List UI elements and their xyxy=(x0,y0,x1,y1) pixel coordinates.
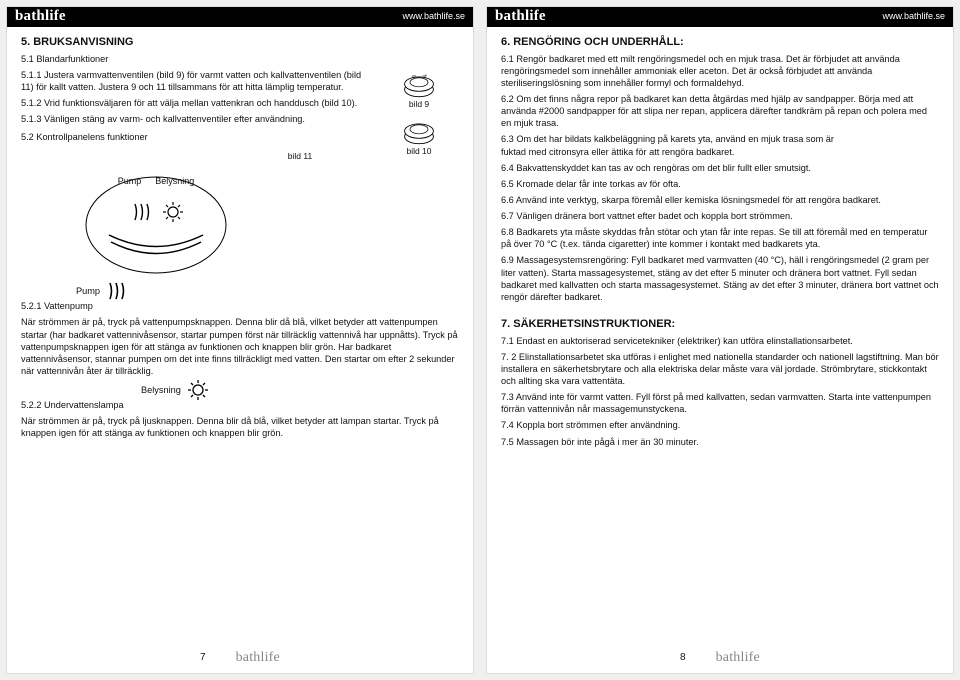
label-belysning: Belysning xyxy=(155,176,194,188)
label-belysning-2: Belysning xyxy=(141,384,181,396)
label-pump: Pump xyxy=(118,176,142,188)
section-5-title: 5. BRUKSANVISNING xyxy=(21,35,459,50)
knob-column: on off bild 9 bild 10 xyxy=(379,69,459,157)
footer-left: 7 bathlife xyxy=(7,649,473,667)
light-icon xyxy=(185,379,211,401)
header-url-r: www.bathlife.se xyxy=(882,11,945,23)
para-5-2-1: När strömmen är på, tryck på vattenpumps… xyxy=(21,316,459,377)
brand-bar-right: bathlife www.bathlife.se xyxy=(487,7,953,27)
para-6-8: 6.8 Badkarets yta måste skyddas från stö… xyxy=(501,226,939,250)
caption-bild-10: bild 10 xyxy=(379,146,459,157)
page-number-8: 8 xyxy=(680,651,686,664)
brand-bar: bathlife www.bathlife.se xyxy=(7,7,473,27)
page-right: bathlife www.bathlife.se 6. RENGÖRING OC… xyxy=(486,6,954,674)
subsection-5-2: 5.2 Kontrollpanelens funktioner xyxy=(21,131,371,143)
para-7-2: 7. 2 Elinstallationsarbetet ska utföras … xyxy=(501,351,939,387)
para-6-4: 6.4 Bakvattenskyddet kan tas av och reng… xyxy=(501,162,939,174)
footer-logo-r: bathlife xyxy=(716,649,760,667)
pump-icon xyxy=(104,280,130,302)
para-7-1: 7.1 Endast en auktoriserad serviceteknik… xyxy=(501,335,939,347)
footer-logo: bathlife xyxy=(236,649,280,667)
para-6-9: 6.9 Massagesystemsrengöring: Fyll badkar… xyxy=(501,254,939,303)
para-6-3b: fuktad med citronsyra eller ättika för a… xyxy=(501,146,939,158)
left-text-column: 5.1.1 Justera varmvattenventilen (bild 9… xyxy=(21,69,371,157)
svg-text:off: off xyxy=(423,74,427,78)
para-5-2-2: När strömmen är på, tryck på ljusknappen… xyxy=(21,415,459,439)
label-pump-2: Pump xyxy=(76,285,100,297)
belysning-inline-label: Belysning xyxy=(141,379,459,401)
brand-logo: bathlife xyxy=(15,7,66,27)
para-6-7: 6.7 Vänligen dränera bort vattnet efter … xyxy=(501,210,939,222)
para-6-2: 6.2 Om det finns några repor på badkaret… xyxy=(501,93,939,129)
subsection-5-1: 5.1 Blandarfunktioner xyxy=(21,53,459,65)
para-7-5: 7.5 Massagen bör inte pågå i mer än 30 m… xyxy=(501,436,939,448)
para-5-1-3: 5.1.3 Vänligen stäng av varm- och kallva… xyxy=(21,113,371,125)
page-left: bathlife www.bathlife.se 5. BRUKSANVISNI… xyxy=(6,6,474,674)
para-7-4: 7.4 Koppla bort strömmen efter användnin… xyxy=(501,419,939,431)
subsection-5-2-1: 5.2.1 Vattenpump xyxy=(21,300,459,312)
page-number-7: 7 xyxy=(200,651,206,664)
para-6-3: 6.3 Om det har bildats kalkbeläggning på… xyxy=(501,133,939,145)
para-6-5: 6.5 Kromade delar får inte torkas av för… xyxy=(501,178,939,190)
knob-icon-9: on off xyxy=(401,71,437,99)
para-6-1: 6.1 Rengör badkaret med ett milt rengöri… xyxy=(501,53,939,89)
para-6-6: 6.6 Använd inte verktyg, skarpa föremål … xyxy=(501,194,939,206)
knob-icon-10 xyxy=(401,118,437,146)
para-5-1-2: 5.1.2 Vrid funktionsväljaren för att väl… xyxy=(21,97,371,109)
caption-bild-9: bild 9 xyxy=(379,99,459,110)
header-url: www.bathlife.se xyxy=(402,11,465,23)
para-5-1-1: 5.1.1 Justera varmvattenventilen (bild 9… xyxy=(21,69,371,93)
brand-logo-r: bathlife xyxy=(495,7,546,27)
para-7-3: 7.3 Använd inte för varmt vatten. Fyll f… xyxy=(501,391,939,415)
section-6-title: 6. RENGÖRING OCH UNDERHÅLL: xyxy=(501,35,939,50)
pump-inline-label: Pump xyxy=(76,280,459,302)
svg-text:on: on xyxy=(412,74,416,78)
footer-right: 8 bathlife xyxy=(487,649,953,667)
section-7-title: 7. SÄKERHETSINSTRUKTIONER: xyxy=(501,317,939,332)
control-panel-diagram: Pump Belysning xyxy=(81,170,231,280)
subsection-5-2-2: 5.2.2 Undervattenslampa xyxy=(21,399,459,411)
